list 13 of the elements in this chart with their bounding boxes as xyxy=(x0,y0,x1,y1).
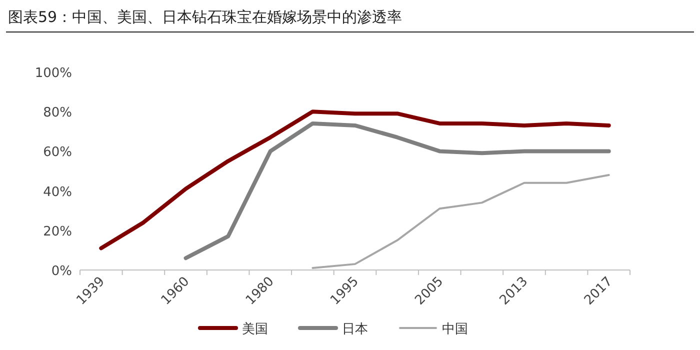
y-tick-label: 80% xyxy=(43,106,72,121)
y-tick-label: 0% xyxy=(51,264,72,279)
y-tick-label: 40% xyxy=(43,184,72,200)
y-tick-label: 20% xyxy=(43,224,72,240)
legend-label: 日本 xyxy=(342,322,368,337)
legend-label: 中国 xyxy=(442,322,468,337)
y-tick-label: 100% xyxy=(34,66,72,81)
y-tick-label: 60% xyxy=(43,145,72,160)
line-series xyxy=(312,174,610,270)
legend-label: 美国 xyxy=(242,321,268,337)
line-series xyxy=(184,121,611,260)
chart-title: 图表59：中国、美国、日本钻石珠宝在婚嫁场景中的渗透率 xyxy=(8,8,402,26)
line-series xyxy=(99,110,611,250)
